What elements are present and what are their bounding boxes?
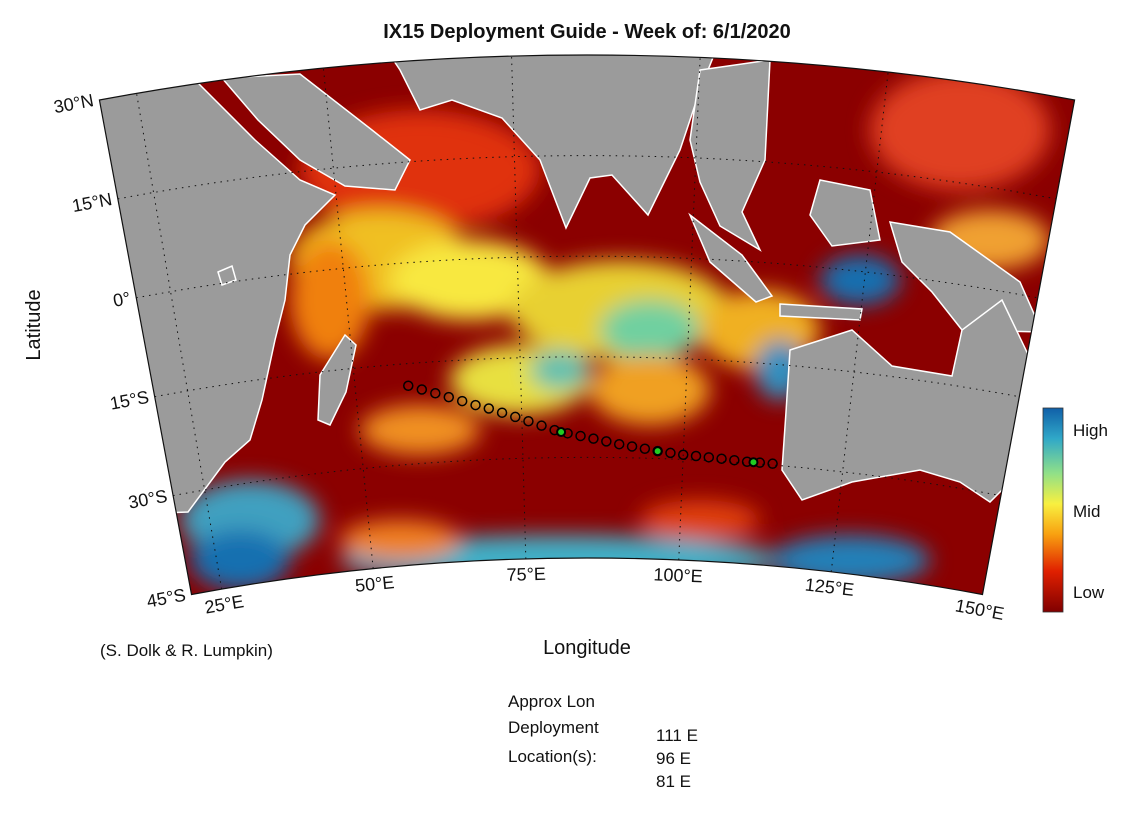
deployment-point: [748, 457, 759, 468]
y-tick-label: 45°S: [145, 585, 187, 612]
track-point: [588, 433, 599, 444]
track-point: [716, 453, 727, 464]
track-point: [443, 391, 455, 403]
x-tick-label: 25°E: [203, 591, 245, 617]
y-tick-label: 30°S: [127, 486, 169, 513]
track-point: [703, 452, 715, 463]
x-tick-label: 50°E: [354, 572, 395, 596]
track-point: [403, 380, 414, 392]
colorbar-label: High: [1073, 421, 1108, 440]
track-point: [626, 441, 638, 452]
track-point: [601, 436, 612, 447]
track-point: [416, 384, 428, 395]
track-point: [536, 420, 547, 431]
track-point: [665, 447, 676, 459]
deployment-heading: Location(s):: [508, 747, 597, 766]
track-point: [729, 454, 740, 466]
deployment-label: 111 E: [656, 726, 698, 745]
track-point: [677, 449, 689, 461]
deployment-label: 81 E: [656, 772, 691, 791]
track-point: [496, 407, 508, 418]
credit: (S. Dolk & R. Lumpkin): [100, 641, 273, 660]
colorbar-label: Low: [1073, 583, 1105, 602]
deployment-point: [652, 446, 663, 457]
track-point: [456, 395, 468, 407]
colorbar: [1042, 407, 1064, 613]
title: IX15 Deployment Guide - Week of: 6/1/202…: [383, 21, 791, 43]
y-tick-label: 30°N: [52, 90, 95, 117]
track-point: [510, 411, 521, 423]
track-point: [523, 416, 534, 427]
colorbar-label: Mid: [1073, 502, 1100, 521]
track-point: [430, 388, 441, 399]
track-point: [575, 430, 586, 442]
track-point: [470, 399, 481, 411]
x-axis-label: Longitude: [543, 637, 631, 659]
track: [403, 380, 778, 469]
map-area: [99, 54, 1075, 595]
x-tick-label: 75°E: [506, 564, 546, 585]
track-point: [767, 458, 778, 469]
deployment-heading: Approx Lon: [508, 692, 595, 711]
track-point: [613, 438, 625, 450]
track-point: [483, 403, 495, 414]
y-tick-label: 0°: [112, 288, 133, 311]
grid-line: [117, 155, 1057, 200]
land: [99, 54, 1046, 521]
x-tick-label: 100°E: [653, 564, 703, 586]
y-tick-label: 15°N: [70, 189, 113, 216]
y-axis-label: Latitude: [23, 289, 45, 360]
x-tick-label: 125°E: [804, 574, 855, 599]
x-tick-label: 150°E: [954, 595, 1006, 624]
deployment-point: [556, 427, 567, 438]
grid-line: [136, 255, 1038, 299]
map-frame: [98, 54, 1076, 596]
grid-line: [173, 456, 1001, 497]
track-point: [690, 450, 702, 462]
deployment-label: 96 E: [656, 749, 691, 768]
track-point: [639, 443, 651, 454]
deployment-heading: Deployment: [508, 718, 599, 737]
y-tick-label: 15°S: [108, 387, 150, 414]
